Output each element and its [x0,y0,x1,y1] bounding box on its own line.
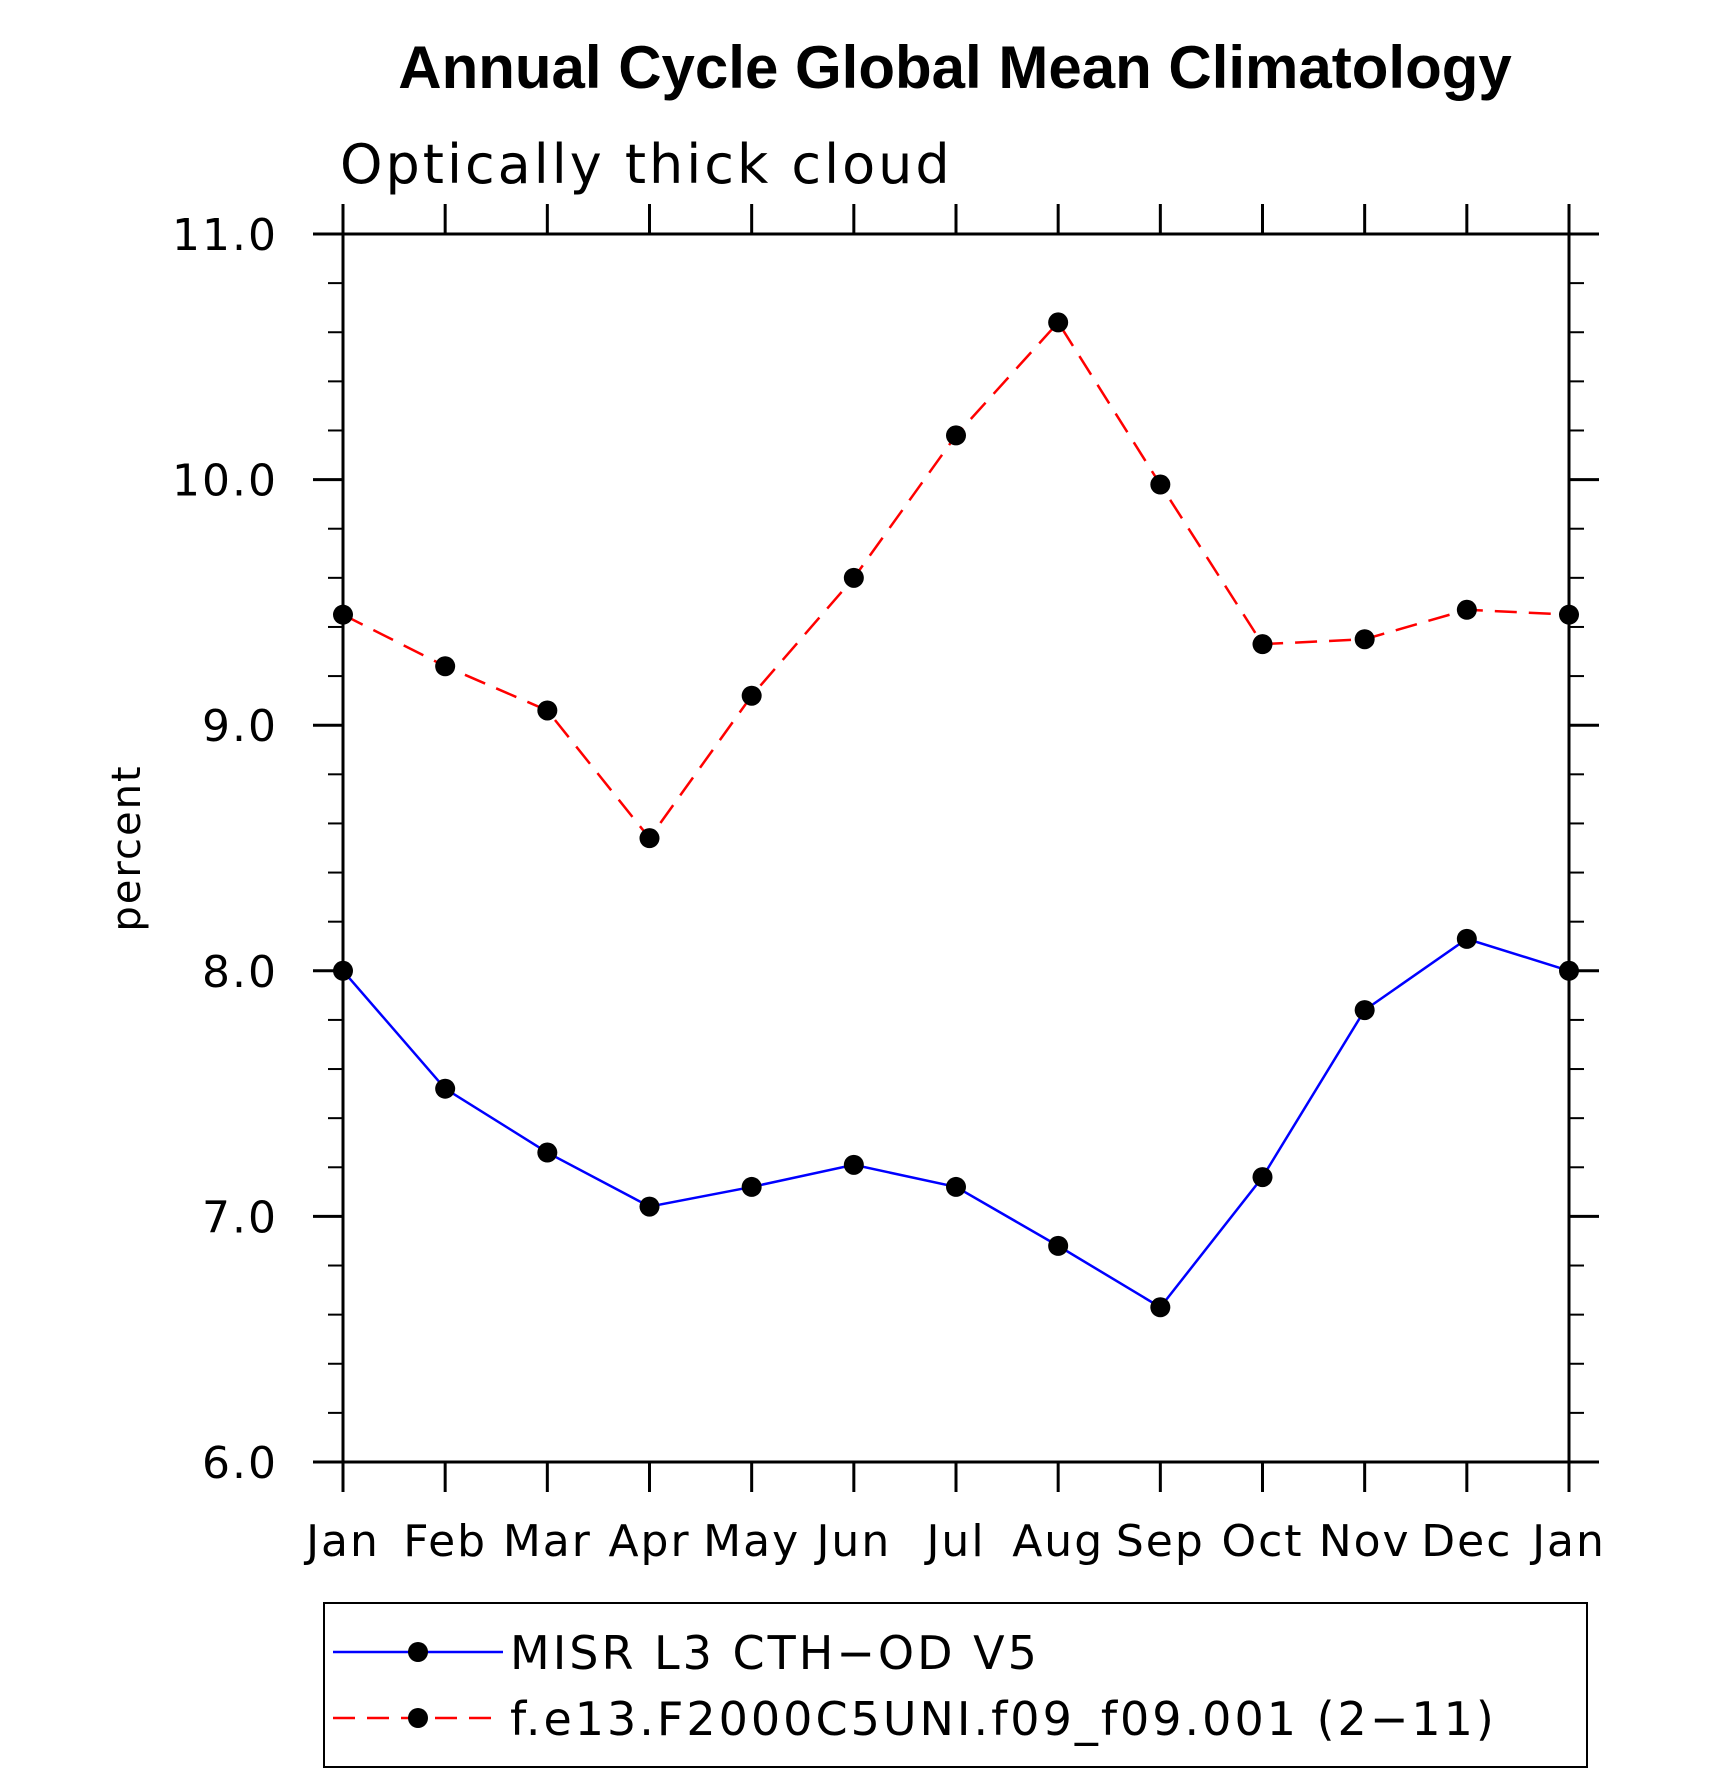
series-2-point [1456,599,1477,620]
series-1-point [946,1176,966,1197]
series-1-point [1150,1297,1171,1318]
y-tick-label: 6.0 [202,1438,278,1489]
x-tick-label: Dec [1421,1516,1512,1567]
x-tick-label: Nov [1319,1516,1411,1567]
series-2-point [333,604,353,625]
series-line-1 [342,937,1570,1309]
series-2-point [537,700,558,721]
y-tick-label: 11.0 [172,210,278,261]
chart-subtitle: Optically thick cloud [340,133,953,196]
series-2-point [639,828,660,849]
x-tick-label: Oct [1221,1516,1303,1567]
series-2-point [741,685,762,706]
x-tick-label: Mar [503,1516,592,1567]
series-1-point [1559,960,1579,981]
y-axis-label: percent [104,764,150,931]
legend-marker-2 [408,1708,428,1728]
x-tick-label: Feb [403,1516,487,1567]
x-tick-label: Jul [923,1516,985,1567]
series-1-point [435,1078,456,1099]
series-1-point [843,1154,864,1175]
series-2-point [1048,312,1069,333]
plot-frame [341,232,1571,1464]
x-tick-label: Jan [303,1516,380,1567]
x-tick-label: Jan [1529,1516,1606,1567]
x-tick-label: May [703,1516,800,1567]
y-tick-label: 9.0 [202,701,278,752]
x-tick-label: Jun [813,1516,891,1567]
series-2-point [1252,634,1273,655]
chart-title: Annual Cycle Global Mean Climatology [398,34,1512,101]
series-1-point [537,1142,558,1163]
series-2-point [1559,604,1579,625]
series-2-point [1354,629,1375,650]
series-line-2 [342,320,1570,841]
legend-marker-1 [408,1642,428,1662]
series-1-point [741,1176,762,1197]
legend-label-1: MISR L3 CTH−OD V5 [510,1626,1040,1680]
legend-label-2: f.e13.F2000C5UNI.f09_f09.001 (2−11) [510,1692,1497,1746]
x-tick-label: Sep [1116,1516,1205,1567]
series-2-point [843,567,864,588]
series-1-point [1456,928,1477,949]
series-1-point [1252,1167,1273,1188]
y-tick-label: 8.0 [202,947,278,998]
y-tick-label: 7.0 [202,1192,278,1243]
x-tick-label: Aug [1012,1516,1104,1567]
series-2-point [946,425,966,446]
x-tick-label: Apr [608,1516,690,1567]
series-2-point [435,656,456,677]
series-1-point [639,1196,660,1217]
series-1-point [333,960,353,981]
series-2-point [1150,474,1171,495]
legend-box [323,1602,1588,1768]
y-tick-label: 10.0 [172,456,278,507]
series-1-point [1354,1000,1375,1021]
series-1-point [1048,1235,1069,1256]
